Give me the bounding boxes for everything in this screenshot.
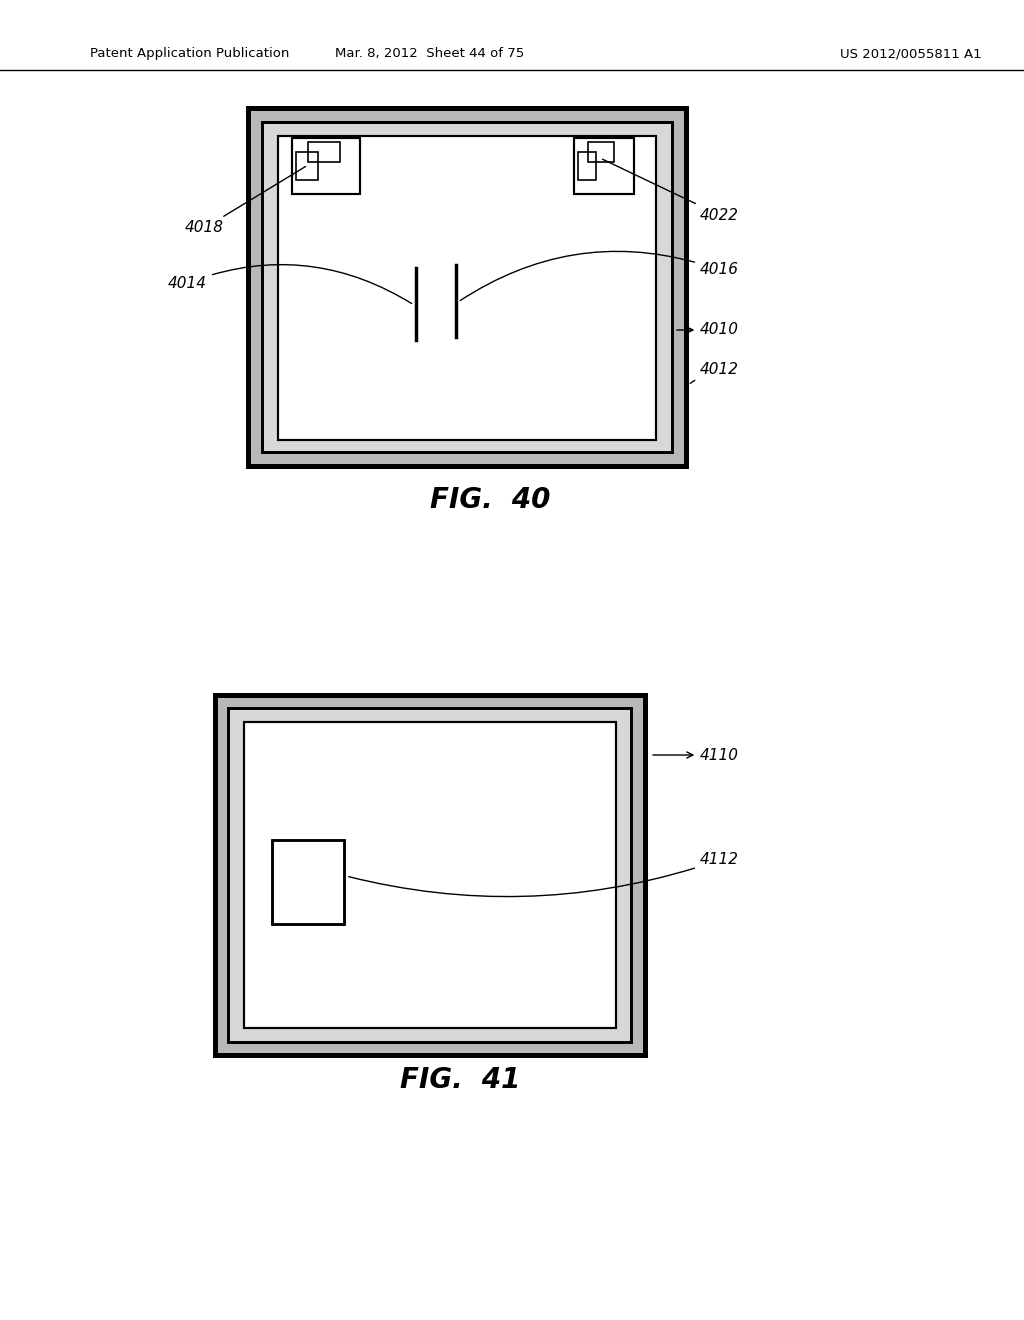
- Text: 4012: 4012: [690, 363, 739, 383]
- Bar: [574, 139, 634, 194]
- Bar: [292, 139, 360, 194]
- Bar: [296, 152, 318, 180]
- Bar: [278, 136, 656, 440]
- Text: 4016: 4016: [461, 251, 739, 301]
- Text: FIG.  40: FIG. 40: [430, 486, 550, 513]
- Bar: [574, 139, 634, 194]
- Bar: [215, 696, 645, 1055]
- Bar: [248, 108, 686, 466]
- Text: 4112: 4112: [349, 853, 739, 896]
- Text: Mar. 8, 2012  Sheet 44 of 75: Mar. 8, 2012 Sheet 44 of 75: [336, 48, 524, 61]
- Bar: [578, 152, 596, 180]
- Text: 4110: 4110: [652, 747, 739, 763]
- Text: 4018: 4018: [185, 166, 305, 235]
- Text: FIG.  41: FIG. 41: [399, 1067, 520, 1094]
- Bar: [272, 840, 344, 924]
- Bar: [588, 143, 614, 162]
- Text: 4010: 4010: [677, 322, 739, 338]
- Bar: [248, 108, 686, 466]
- Bar: [308, 143, 340, 162]
- Bar: [262, 121, 672, 451]
- Bar: [244, 722, 616, 1028]
- Bar: [228, 708, 631, 1041]
- Text: Patent Application Publication: Patent Application Publication: [90, 48, 290, 61]
- Text: US 2012/0055811 A1: US 2012/0055811 A1: [840, 48, 982, 61]
- Bar: [215, 696, 645, 1055]
- Bar: [292, 139, 360, 194]
- Bar: [278, 136, 656, 440]
- Text: 4014: 4014: [168, 264, 412, 304]
- Bar: [228, 708, 631, 1041]
- Text: 4022: 4022: [602, 160, 739, 223]
- Bar: [244, 722, 616, 1028]
- Bar: [272, 840, 344, 924]
- Bar: [262, 121, 672, 451]
